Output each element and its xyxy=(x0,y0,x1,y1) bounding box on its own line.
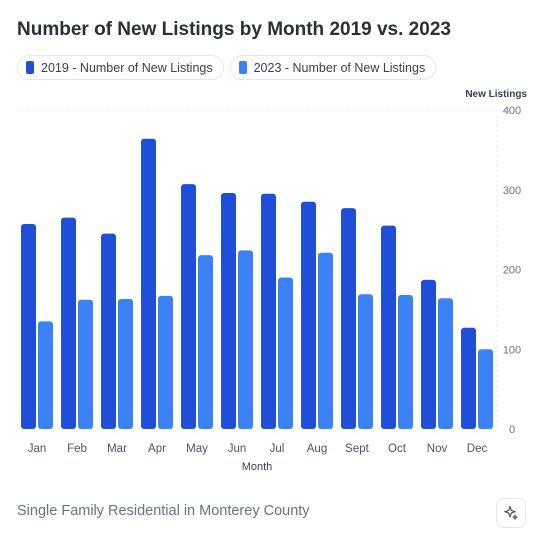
bar-2023-aug[interactable] xyxy=(318,252,333,429)
y-axis-label: New Listings xyxy=(465,89,527,100)
bar-2023-may[interactable] xyxy=(198,255,213,429)
bar-2019-nov[interactable] xyxy=(421,279,436,429)
y-tick-label: 200 xyxy=(503,265,521,277)
legend-swatch-2023 xyxy=(238,61,247,74)
bar-2023-nov[interactable] xyxy=(438,298,453,429)
chart-legend: 2019 - Number of New Listings 2023 - Num… xyxy=(17,55,437,80)
bar-2023-sept[interactable] xyxy=(358,294,373,429)
x-tick-label: Nov xyxy=(427,443,448,455)
bar-2019-oct[interactable] xyxy=(381,225,396,429)
bar-2023-dec[interactable] xyxy=(478,349,493,429)
bar-2019-apr[interactable] xyxy=(141,138,156,429)
bar-2019-feb[interactable] xyxy=(61,217,76,429)
x-tick-label: Sept xyxy=(345,443,369,455)
bar-2019-jun[interactable] xyxy=(221,192,236,429)
bar-2023-jul[interactable] xyxy=(278,277,293,429)
legend-label-2023: 2023 - Number of New Listings xyxy=(253,60,426,75)
bar-2023-oct[interactable] xyxy=(398,295,413,429)
y-tick-label: 0 xyxy=(509,424,515,436)
x-tick-label: Feb xyxy=(67,443,87,455)
bar-2023-jan[interactable] xyxy=(38,321,53,429)
x-tick-label: Dec xyxy=(467,443,488,455)
legend-item-2019[interactable]: 2019 - Number of New Listings xyxy=(17,55,224,80)
x-tick-label: Jul xyxy=(270,443,285,455)
legend-swatch-2019 xyxy=(26,61,34,74)
x-tick-label: Oct xyxy=(388,443,407,455)
x-tick-label: Jun xyxy=(228,443,247,455)
bar-2019-jul[interactable] xyxy=(261,193,276,429)
x-tick-label: Aug xyxy=(307,443,327,455)
chart-footer: Single Family Residential in Monterey Co… xyxy=(17,503,310,519)
sparkle-icon xyxy=(504,505,518,520)
legend-label-2019: 2019 - Number of New Listings xyxy=(41,60,213,75)
bar-2019-jan[interactable] xyxy=(21,224,36,429)
ai-assist-button[interactable] xyxy=(496,498,526,528)
bar-2023-apr[interactable] xyxy=(158,295,173,429)
bar-2019-sept[interactable] xyxy=(341,208,356,429)
y-tick-label: 400 xyxy=(503,105,521,117)
bar-chart: New Listings 0 100 200 300 400 Jan Feb Mar Apr May… xyxy=(17,89,527,473)
legend-item-2023[interactable]: 2023 - Number of New Listings xyxy=(229,55,437,80)
x-tick-label: Jan xyxy=(28,443,47,455)
bar-2019-mar[interactable] xyxy=(101,233,116,429)
y-tick-label: 100 xyxy=(503,344,521,356)
bar-2023-feb[interactable] xyxy=(78,299,93,429)
y-tick-label: 300 xyxy=(503,185,521,197)
bar-2023-jun[interactable] xyxy=(238,250,253,429)
chart-area: New Listings 0 100 200 300 400 Jan Feb Mar Apr May… xyxy=(0,80,547,480)
chart-title: Number of New Listings by Month 2019 vs.… xyxy=(17,19,451,40)
x-tick-label: Mar xyxy=(107,443,127,455)
x-tick-label: May xyxy=(186,443,208,455)
bar-2019-dec[interactable] xyxy=(461,327,476,429)
x-axis-label: Month xyxy=(242,461,273,473)
bar-2023-mar[interactable] xyxy=(118,299,133,429)
x-tick-label: Apr xyxy=(148,443,166,455)
bar-2019-aug[interactable] xyxy=(301,201,316,429)
bar-2019-may[interactable] xyxy=(181,184,196,429)
